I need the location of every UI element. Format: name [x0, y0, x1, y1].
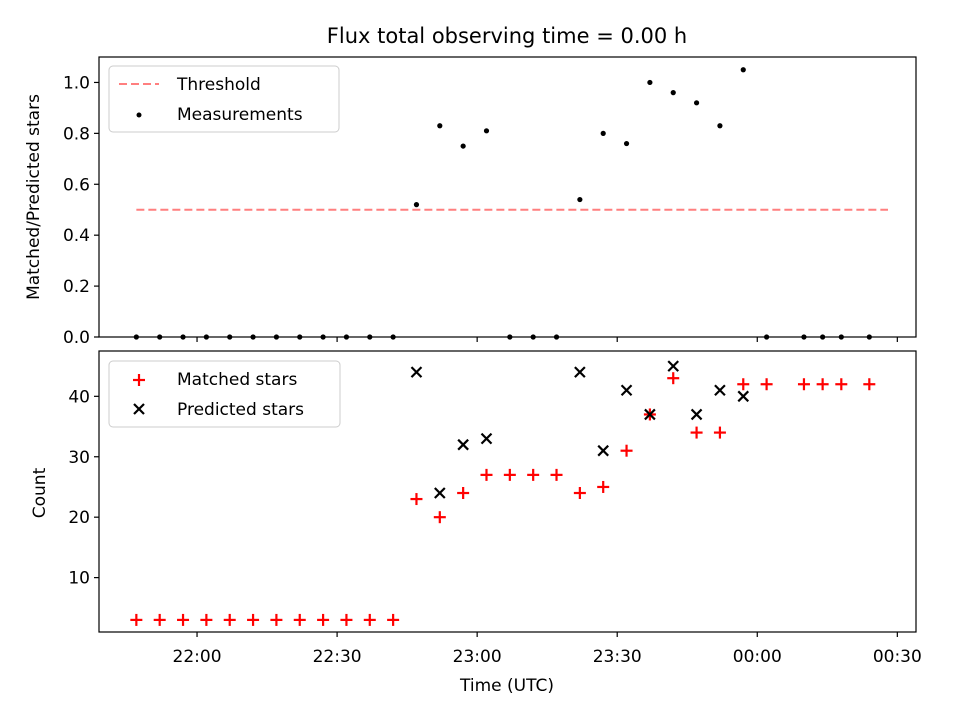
bottom-xtick-label: 00:00: [733, 647, 782, 667]
predicted-star-point: [644, 408, 656, 421]
bottom-xlabel: Time (UTC): [459, 676, 554, 696]
predicted-star-point: [667, 360, 680, 372]
bottom-xtick-label: 00:30: [873, 647, 922, 667]
top-ytick-label: 0.6: [63, 175, 90, 195]
matched-star-point: [760, 378, 773, 391]
measurement-point: [460, 143, 466, 149]
predicted-star-point: [597, 444, 609, 457]
top-ytick-label: 0.0: [63, 328, 90, 348]
top-x-ticks: [196, 337, 898, 342]
measurement-point: [647, 79, 653, 86]
bottom-legend: Matched stars Predicted stars: [108, 360, 341, 428]
bottom-xtick-label: 23:00: [453, 647, 502, 667]
bottom-plot-area: [130, 360, 876, 626]
measurement-point: [437, 123, 443, 129]
matched-star-point: [410, 493, 423, 506]
top-title: Flux total observing time = 0.00 h: [327, 24, 687, 48]
matched-star-point: [667, 372, 680, 385]
legend-predicted-label: Predicted stars: [177, 400, 304, 420]
predicted-star-point: [620, 384, 633, 397]
bottom-y-ticks: 10 20 30 40: [68, 387, 99, 589]
top-legend-box: [108, 65, 340, 133]
top-panel: Flux total observing time = 0.00 h Match…: [24, 24, 917, 348]
matched-star-point: [573, 487, 586, 500]
matched-star-point: [200, 613, 213, 626]
measurement-point: [740, 67, 746, 73]
matched-star-point: [153, 613, 166, 626]
bottom-ytick-label: 40: [68, 387, 90, 407]
matched-star-point: [863, 378, 876, 391]
bottom-ytick-label: 20: [68, 508, 90, 528]
matched-star-point: [713, 426, 726, 439]
bottom-xtick-label: 22:30: [313, 647, 362, 667]
measurement-point: [600, 130, 606, 136]
legend-measurements-label: Measurements: [177, 105, 303, 125]
top-ytick-label: 0.4: [63, 226, 90, 246]
predicted-star-point: [410, 366, 423, 378]
measurement-point: [717, 123, 723, 129]
predicted-star-point: [574, 366, 586, 378]
matched-star-point: [527, 468, 540, 481]
measurement-point: [693, 100, 700, 106]
matched-star-point: [816, 378, 829, 391]
measurement-point: [670, 90, 676, 96]
bottom-axes-frame: [98, 350, 917, 633]
matched-star-point: [797, 378, 810, 391]
predicted-star-point: [434, 487, 446, 499]
top-y-ticks: 0.0 0.2 0.4 0.6 0.8 1.0: [63, 73, 99, 348]
top-ylabel: Matched/Predicted stars: [24, 94, 44, 300]
matched-star-point: [317, 613, 330, 626]
measurement-point: [623, 140, 630, 147]
legend-threshold-label: Threshold: [176, 75, 261, 95]
top-axes-frame: [98, 56, 917, 338]
matched-star-point: [387, 613, 400, 626]
predicted-star-point: [457, 438, 469, 451]
top-ytick-label: 0.8: [63, 124, 90, 144]
matched-star-point: [620, 444, 633, 457]
matched-star-point: [340, 613, 353, 626]
bottom-xtick-label: 23:30: [593, 647, 642, 667]
matched-star-point: [247, 613, 260, 626]
matched-star-point: [223, 613, 236, 626]
measurement-point: [483, 128, 490, 134]
matched-star-point: [293, 613, 306, 626]
matched-star-point: [597, 480, 610, 493]
bottom-ytick-label: 10: [68, 569, 90, 589]
matched-star-point: [433, 511, 446, 524]
predicted-star-point: [480, 432, 493, 445]
matched-star-point: [480, 468, 493, 481]
matched-star-point: [457, 487, 470, 500]
top-plot-area: [133, 67, 888, 340]
matched-star-point: [130, 613, 143, 626]
matched-star-point: [690, 426, 703, 439]
predicted-star-point: [737, 390, 750, 403]
legend-measurements-swatch: [136, 112, 142, 118]
matched-star-point: [835, 378, 848, 391]
top-ytick-label: 1.0: [63, 73, 90, 93]
legend-predicted-swatch: [133, 403, 145, 415]
bottom-panel: Count Time (UTC) 10 20 30 40 22:00 22:30 23:0…: [30, 350, 922, 696]
bottom-x-ticks: 22:00 22:30 23:00 23:30 00:00 00:30: [173, 632, 922, 667]
top-ytick-label: 0.2: [63, 277, 90, 297]
legend-matched-label: Matched stars: [177, 370, 297, 390]
matched-star-point: [270, 613, 283, 626]
matched-star-point: [737, 378, 750, 391]
bottom-legend-box: [108, 360, 341, 428]
matched-star-point: [503, 468, 516, 481]
bottom-xtick-label: 22:00: [173, 647, 222, 667]
top-legend: Threshold Measurements: [108, 65, 340, 133]
bottom-ylabel: Count: [30, 467, 50, 518]
bottom-ytick-label: 30: [68, 448, 90, 468]
matched-star-point: [550, 468, 563, 481]
legend-matched-swatch: [133, 374, 145, 386]
measurement-point: [577, 196, 583, 203]
measurement-point: [413, 202, 420, 208]
matched-star-point: [177, 613, 190, 626]
matched-star-point: [363, 613, 376, 626]
predicted-star-point: [690, 408, 703, 421]
predicted-star-point: [714, 384, 726, 397]
